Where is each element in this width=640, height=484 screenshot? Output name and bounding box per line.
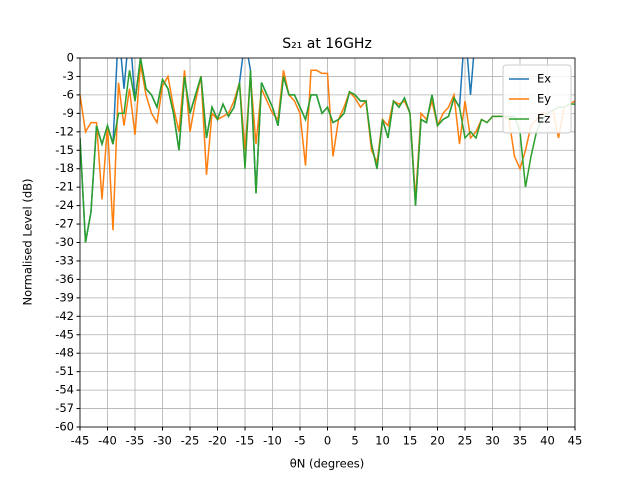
x-tick-label: -10: [263, 434, 282, 448]
y-tick-label: -6: [63, 87, 74, 101]
y-tick-label: -24: [55, 198, 74, 212]
x-tick-label: 10: [375, 434, 390, 448]
y-tick-label: -33: [55, 253, 74, 267]
x-tick-label: 40: [540, 434, 555, 448]
y-tick-label: -36: [55, 272, 74, 286]
series-line: [80, 58, 575, 243]
y-tick-label: -39: [55, 290, 74, 304]
legend-label: Ez: [537, 112, 550, 126]
legend-label: Ex: [537, 72, 551, 86]
x-tick-label: 0: [324, 434, 331, 448]
chart-title: S₂₁ at 16GHz: [282, 36, 372, 52]
y-tick-label: -51: [55, 364, 74, 378]
legend-label: Ey: [537, 92, 551, 106]
x-tick-label: -15: [236, 434, 255, 448]
grid: [76, 57, 576, 431]
legend: Ex Ey Ez: [502, 64, 572, 134]
y-tick-label: -27: [55, 217, 74, 231]
x-tick-label: 5: [351, 434, 358, 448]
y-tick-label: -30: [55, 235, 74, 249]
y-tick-label: -45: [55, 327, 74, 341]
plot-frame: [79, 57, 576, 428]
y-tick-label: -60: [55, 420, 74, 434]
y-tick-label: -18: [55, 161, 74, 175]
y-tick-label: -42: [55, 309, 74, 323]
x-tick-label: -20: [208, 434, 227, 448]
y-tick-label: -12: [55, 124, 74, 138]
y-tick-label: -21: [55, 180, 74, 194]
x-axis-label: θN (degrees): [290, 457, 365, 471]
x-tick-label: 15: [403, 434, 418, 448]
x-tick-label: -45: [71, 434, 90, 448]
x-tick-label: -30: [153, 434, 172, 448]
y-tick-label: -54: [55, 383, 74, 397]
x-tick-label: 45: [568, 434, 583, 448]
y-axis-label: Normalised Level (dB): [21, 179, 35, 306]
y-tick-label: -15: [55, 143, 74, 157]
x-tick-label: 20: [430, 434, 445, 448]
y-tick-label: -57: [55, 401, 74, 415]
y-tick-label: -3: [63, 69, 74, 83]
x-tick-label: 30: [485, 434, 500, 448]
lines: [80, 58, 575, 243]
x-tick-label: -25: [181, 434, 200, 448]
x-tick-label: -5: [294, 434, 305, 448]
x-tick-label: -35: [126, 434, 145, 448]
x-tick-label: 35: [513, 434, 528, 448]
legend-box: [502, 64, 572, 134]
x-tick-label: 25: [458, 434, 473, 448]
y-tick-label: -9: [63, 106, 74, 120]
y-tick-label: -48: [55, 346, 74, 360]
y-tick-label: 0: [67, 51, 74, 65]
x-tick-label: -40: [98, 434, 117, 448]
